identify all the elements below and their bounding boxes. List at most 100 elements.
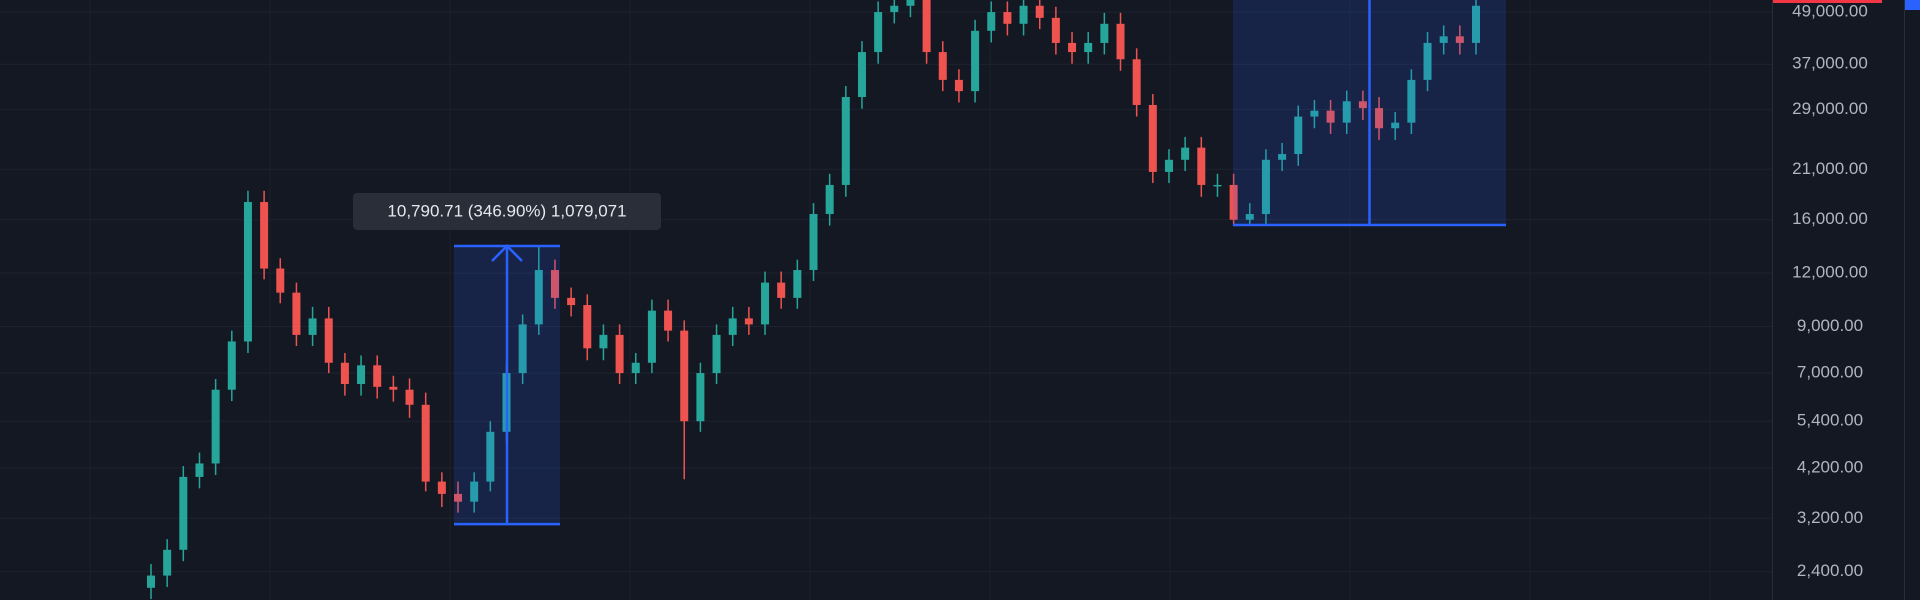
candle-body	[647, 310, 656, 363]
y-tick-label: 16,000.00	[1792, 209, 1868, 228]
candle-body	[1019, 5, 1028, 24]
candle-body	[211, 389, 220, 464]
candle-body	[631, 362, 640, 374]
candle-body	[777, 282, 786, 298]
candle-body	[1407, 79, 1416, 123]
candle-body	[260, 202, 269, 269]
candle-body	[954, 79, 963, 92]
measure-label-box	[353, 192, 661, 230]
candle-body	[1181, 147, 1190, 160]
candle-body	[857, 52, 866, 98]
candle-body	[728, 318, 737, 335]
candle-body	[1439, 36, 1448, 43]
candle-body	[1148, 104, 1157, 172]
candle-body	[486, 431, 495, 482]
candle-body	[470, 481, 479, 502]
y-tick-label: 5,400.00	[1797, 411, 1863, 430]
candle-body	[1391, 122, 1400, 129]
candle-body	[147, 575, 155, 588]
candle-body	[1197, 147, 1206, 185]
candle-body	[664, 310, 673, 331]
candle-body	[437, 481, 446, 494]
candle-body	[179, 476, 188, 550]
candle-body	[841, 97, 850, 185]
candle-body	[1472, 5, 1480, 43]
candle-body	[1229, 184, 1238, 220]
candle-body	[1100, 23, 1109, 43]
candle-body	[922, 0, 931, 53]
candle-body	[1245, 214, 1254, 220]
candle-body	[389, 386, 398, 390]
candle-body	[518, 324, 527, 374]
candle-body	[567, 297, 576, 306]
candle-body	[276, 268, 285, 293]
candle-body	[1035, 5, 1044, 18]
candle-body	[534, 270, 543, 325]
candle-body	[1132, 59, 1141, 105]
plot-area: 10,790.71 (346.90%) 1,079,071	[147, 0, 1506, 600]
candle-body	[1003, 12, 1012, 24]
last-price-marker	[1773, 0, 1882, 3]
candle-body	[324, 318, 333, 363]
candle-body	[1375, 108, 1384, 129]
y-tick-label: 4,200.00	[1797, 457, 1863, 476]
candle-body	[1051, 17, 1060, 43]
candle-body	[874, 12, 883, 53]
candle-body	[599, 334, 608, 349]
candle-body	[890, 5, 899, 13]
y-tick-label: 49,000.00	[1792, 2, 1868, 21]
candle-body	[809, 214, 818, 271]
candle-body	[1358, 101, 1367, 109]
candle-body	[550, 270, 559, 298]
candle-body	[825, 184, 834, 215]
candle-body	[583, 305, 592, 349]
candle-body	[340, 362, 349, 384]
candle-body	[1310, 110, 1319, 117]
scale-marker	[1905, 0, 1920, 10]
candle-body	[1423, 42, 1432, 80]
candle-body	[1068, 42, 1077, 53]
candle-body	[1164, 159, 1173, 172]
candle-body	[454, 493, 463, 502]
candle-body	[696, 373, 705, 422]
y-tick-label: 12,000.00	[1792, 263, 1868, 282]
price-axis-background	[1772, 0, 1920, 600]
candle-body	[243, 202, 252, 342]
candle-body	[1455, 36, 1464, 43]
candle-body	[938, 52, 947, 80]
candle-body	[971, 30, 980, 92]
price-axis: 49,000.00 37,000.00 29,000.00 21,000.00 16,0…	[1772, 0, 1920, 600]
candle-body	[712, 334, 721, 374]
candle-body	[1326, 110, 1335, 123]
candle-body	[680, 330, 689, 422]
candle-body	[1278, 154, 1287, 160]
candle-body	[1084, 42, 1093, 53]
candle-body	[615, 334, 624, 374]
measure-label: 10,790.71 (346.90%) 1,079,071	[387, 201, 626, 220]
candle-body	[1342, 101, 1351, 123]
candle-body	[793, 270, 802, 298]
candle-body	[227, 341, 236, 390]
candle-body	[163, 549, 172, 576]
measure-arrow	[491, 244, 523, 262]
candle-body	[1261, 159, 1270, 215]
y-tick-label: 29,000.00	[1792, 99, 1868, 118]
y-tick-label: 7,000.00	[1797, 363, 1863, 382]
y-tick-label: 37,000.00	[1792, 54, 1868, 73]
y-tick-label: 3,200.00	[1797, 508, 1863, 527]
candle-body	[761, 282, 770, 325]
y-tick-label: 9,000.00	[1797, 316, 1863, 335]
candle-body	[195, 463, 204, 477]
candle-body	[421, 404, 430, 482]
candle-body	[292, 292, 301, 335]
candle-body	[357, 365, 366, 384]
y-tick-label: 2,400.00	[1797, 561, 1863, 580]
candle-body	[308, 318, 317, 335]
candle-body	[987, 12, 996, 31]
candle-body	[373, 365, 382, 387]
y-tick-label: 21,000.00	[1792, 159, 1868, 178]
candle-body	[405, 389, 414, 405]
candle-body	[744, 318, 753, 325]
